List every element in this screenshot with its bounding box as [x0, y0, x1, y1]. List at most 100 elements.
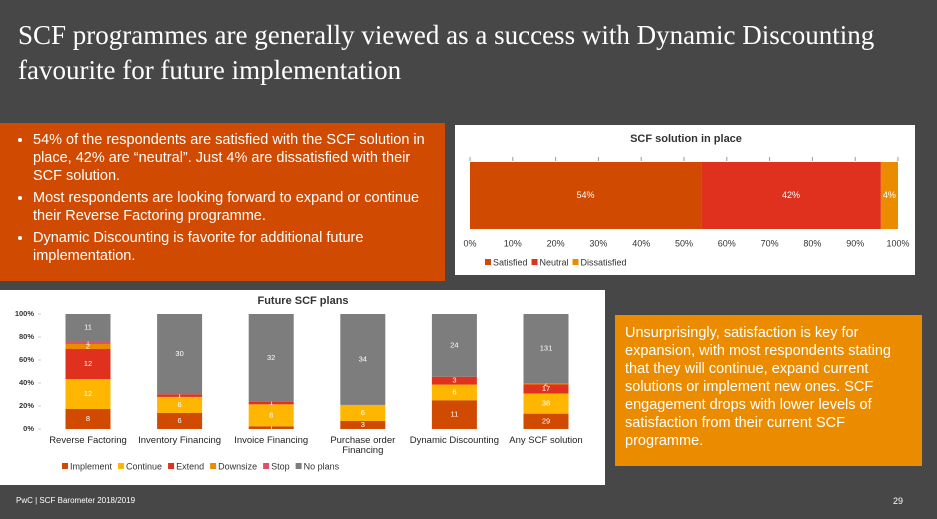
value-label: 6	[361, 408, 365, 417]
value-label: 131	[540, 344, 553, 353]
x-tick-label: Reverse Factoring	[49, 435, 127, 446]
y-tick-label: 60%	[19, 355, 34, 364]
x-tick-label: 90%	[846, 238, 864, 248]
bar-segment	[340, 314, 386, 405]
chart-title: Future SCF plans	[257, 295, 348, 307]
value-label: 8	[269, 410, 273, 419]
legend-label: Downsize	[218, 461, 257, 471]
legend-label: Extend	[176, 461, 204, 471]
value-label: 34	[359, 354, 367, 363]
bar-segment	[431, 314, 477, 377]
value-label: 6	[452, 387, 456, 396]
x-tick-label: Any SCF solution	[509, 435, 583, 446]
value-label: 11	[451, 410, 459, 419]
chart-title: SCF solution in place	[630, 133, 742, 145]
bar-segment	[248, 404, 294, 427]
y-tick-label: 40%	[19, 378, 34, 387]
legend-label: Implement	[70, 461, 113, 471]
bar-segment	[340, 404, 386, 421]
callout-box: Unsurprisingly, satisfaction is key for …	[615, 315, 922, 466]
bullet-list: 54% of the respondents are satisfied wit…	[15, 131, 433, 265]
value-label: 1	[178, 391, 182, 400]
x-tick-label: 30%	[589, 238, 607, 248]
x-tick-label: Invoice Financing	[234, 435, 309, 446]
value-label: 24	[450, 340, 458, 349]
legend-swatch	[295, 463, 302, 469]
value-label: 38	[542, 399, 550, 408]
bar-segment	[470, 162, 702, 229]
bar-segment	[431, 400, 477, 429]
x-tick-label: 20%	[547, 238, 565, 248]
x-tick-label: Purchase order Financing	[330, 435, 396, 456]
legend-swatch	[485, 259, 491, 265]
x-tick-label: 60%	[718, 238, 736, 248]
value-label: 32	[267, 353, 275, 362]
x-tick-label: 50%	[675, 238, 693, 248]
x-tick-label: 10%	[504, 238, 522, 248]
y-tick-label: 100%	[15, 309, 35, 318]
bar-segment	[523, 393, 569, 414]
chart-plans: Future SCF plans0%20%40%60%80%100%812122…	[15, 295, 569, 471]
bar-segment	[65, 349, 111, 379]
bar-segment	[248, 314, 294, 402]
x-tick-label: Dynamic Discounting	[409, 435, 499, 446]
bar-segment	[65, 344, 111, 349]
x-tick-label: 80%	[803, 238, 821, 248]
x-tick-label: 0%	[463, 238, 476, 248]
slide-title: SCF programmes are generally viewed as a…	[18, 20, 875, 85]
value-label: 4%	[883, 190, 896, 200]
bar-segment	[65, 314, 111, 342]
bar-segment	[340, 420, 386, 429]
x-tick-label: 100%	[886, 238, 909, 248]
chart-plans-panel: Future SCF plans 0% 20% 40% 60% 80% 100% 8 12 12 2…	[0, 290, 605, 485]
legend-swatch	[572, 259, 579, 265]
value-label: 3	[452, 376, 456, 385]
value-label: 6	[178, 416, 182, 425]
x-tick-label: 70%	[761, 238, 779, 248]
value-label: 29	[542, 416, 550, 425]
bar-segment	[157, 412, 203, 429]
bar-segment	[248, 401, 294, 405]
footer: PwC | SCF Barometer 2018/2019	[16, 496, 136, 505]
x-tick-label: 40%	[632, 238, 650, 248]
bar-segment	[523, 383, 569, 385]
value-label: 1	[269, 398, 273, 407]
value-label: 12	[84, 389, 92, 398]
legend-swatch	[168, 463, 175, 469]
summary-box: 54% of the respondents are satisfied wit…	[0, 123, 445, 281]
bar-segment	[701, 162, 881, 229]
legend-label: Stop	[271, 461, 290, 471]
value-label: 30	[175, 349, 183, 358]
legend-label: Continue	[126, 461, 162, 471]
bar-segment	[523, 384, 569, 394]
legend-label: Satisfied	[493, 257, 528, 267]
legend-swatch	[531, 259, 538, 265]
y-tick-label: 80%	[19, 332, 34, 341]
bullet: Most respondents are looking forward to …	[33, 189, 433, 225]
bar-segment	[157, 314, 203, 395]
legend-label: Neutral	[540, 257, 569, 267]
page-number: 29	[893, 496, 904, 506]
value-label: 1	[86, 338, 90, 347]
chart-satisfaction: SCF solution in place 0% 10% 20% 30% 40% 50% 60…	[455, 125, 915, 275]
bar-segment	[880, 162, 898, 229]
bar-segment	[431, 376, 477, 385]
legend-swatch	[263, 463, 270, 469]
bar-segment	[523, 413, 569, 429]
bar-segment	[248, 426, 294, 429]
bar-segment	[523, 314, 569, 384]
value-label: 11	[84, 323, 92, 332]
value-label: 54%	[577, 190, 595, 200]
bullet: Dynamic Discounting is favorite for addi…	[33, 229, 433, 265]
value-label: 17	[542, 384, 550, 393]
value-label: 6	[178, 400, 182, 409]
y-tick-label: 20%	[19, 401, 34, 410]
value-label: 1	[269, 423, 273, 432]
legend-swatch	[118, 463, 125, 469]
bar-segment	[65, 409, 111, 429]
value-label: 2	[86, 341, 90, 350]
value-label: 3	[361, 420, 365, 429]
x-tick-label: Inventory Financing	[138, 435, 222, 446]
bar-segment	[65, 379, 111, 409]
